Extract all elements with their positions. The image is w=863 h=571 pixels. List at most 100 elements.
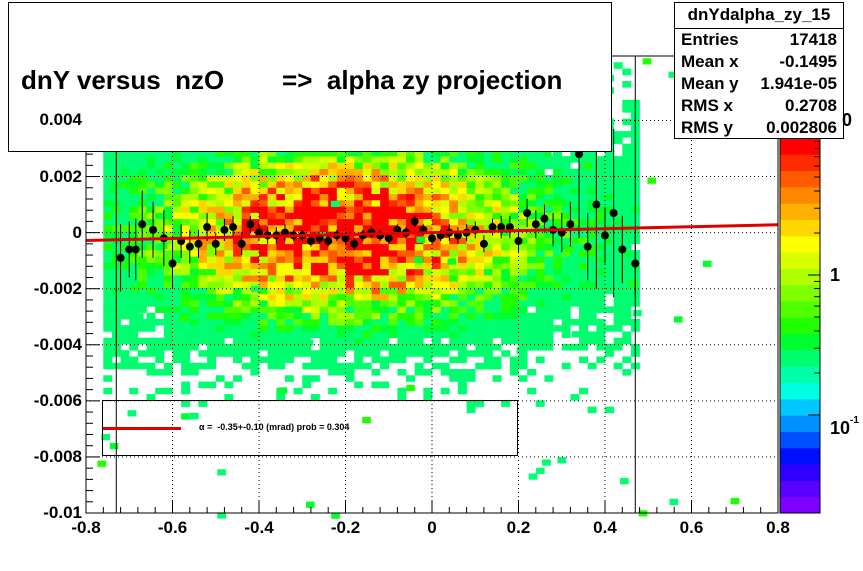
heatmap-cell [302, 281, 312, 288]
heatmap-cell [371, 225, 381, 232]
heatmap-cell [328, 174, 338, 182]
heatmap-cell [362, 337, 372, 345]
heatmap-cell [423, 250, 433, 257]
heatmap-cell [406, 206, 415, 213]
heatmap-cell [423, 275, 433, 282]
heatmap-cell [579, 174, 588, 182]
heatmap-cell [475, 193, 485, 201]
heatmap-cell [561, 343, 571, 351]
heatmap-cell [483, 212, 493, 220]
heatmap-cell [103, 256, 113, 263]
palette-swatch [780, 284, 820, 302]
profile-point [531, 220, 540, 229]
heatmap-cell [380, 168, 390, 176]
heatmap-cell [207, 331, 217, 339]
palette-swatch [780, 366, 820, 384]
heatmap-cell [596, 199, 606, 207]
heatmap-cell [432, 325, 441, 332]
heatmap-cell [146, 212, 156, 220]
heatmap-cell [189, 181, 199, 188]
heatmap-cell [336, 350, 346, 357]
heatmap-cell [432, 343, 441, 351]
heatmap-cell [250, 243, 260, 251]
heatmap-cell [449, 287, 459, 295]
heatmap-cell [120, 231, 130, 238]
heatmap-cell [233, 237, 242, 245]
heatmap-cell [155, 212, 165, 220]
heatmap-cell [388, 275, 398, 282]
heatmap-cell [276, 268, 286, 276]
heatmap-cell [587, 187, 597, 195]
heatmap-cell [129, 206, 139, 213]
heatmap-cell [535, 149, 545, 157]
heatmap-cell [553, 168, 563, 176]
heatmap-cell [137, 293, 147, 301]
heatmap-cell [241, 168, 251, 176]
heatmap-cell [276, 331, 286, 339]
heatmap-cell [310, 156, 320, 163]
heatmap-cell [457, 275, 467, 282]
heatmap-cell [129, 306, 139, 313]
heatmap-cell [241, 212, 251, 220]
heatmap-cell [371, 256, 381, 263]
heatmap-cell [310, 306, 320, 313]
profile-point [125, 245, 134, 254]
heatmap-cell [596, 262, 606, 270]
heatmap-cell [345, 181, 355, 188]
heatmap-cell [423, 325, 433, 332]
heatmap-cell [414, 243, 424, 251]
heatmap-cell [319, 199, 329, 207]
heatmap-cell [278, 387, 288, 394]
heatmap-cell [492, 187, 502, 195]
fit-legend: α = -0.35+-0.10 (mrad) prob = 0.304 [102, 400, 518, 456]
heatmap-cell [388, 256, 398, 263]
heatmap-cell [579, 243, 588, 251]
heatmap-cell [163, 174, 173, 182]
heatmap-cell [336, 287, 346, 295]
heatmap-cell [345, 187, 355, 195]
heatmap-cell [224, 293, 234, 301]
heatmap-cell [492, 199, 502, 207]
heatmap-cell [423, 312, 433, 320]
heatmap-cell [596, 256, 606, 263]
profile-point [428, 234, 436, 243]
heatmap-cell [622, 131, 632, 138]
heatmap-cell [146, 162, 156, 169]
heatmap-cell [250, 206, 260, 213]
heatmap-cell [293, 162, 303, 169]
heatmap-cell [466, 331, 476, 339]
heatmap-cell [224, 300, 234, 307]
heatmap-cell [579, 287, 588, 295]
heatmap-cell [501, 400, 511, 407]
heatmap-cell [457, 300, 467, 307]
heatmap-cell [250, 275, 260, 282]
heatmap-cell [509, 262, 519, 270]
heatmap-cell [328, 243, 338, 251]
heatmap-cell [492, 181, 502, 188]
profile-point [138, 220, 147, 229]
heatmap-cell [310, 225, 320, 232]
heatmap-cell [553, 162, 563, 169]
heatmap-cell [129, 225, 139, 232]
heatmap-cell [527, 218, 537, 226]
heatmap-cell [535, 187, 545, 195]
heatmap-cell [622, 193, 632, 201]
x-tick-label: -0.2 [330, 518, 361, 537]
heatmap-cell [544, 231, 554, 238]
heatmap-cell [561, 177, 571, 184]
heatmap-cell [553, 174, 563, 182]
heatmap-cell [233, 356, 242, 364]
heatmap-cell [380, 306, 390, 313]
heatmap-cell [345, 306, 355, 313]
heatmap-cell [587, 237, 597, 245]
heatmap-cell [155, 369, 165, 376]
heatmap-cell [613, 131, 623, 138]
heatmap-cell [432, 275, 441, 282]
heatmap-cell [319, 356, 329, 364]
heatmap-cell [181, 231, 191, 238]
heatmap-cell [259, 206, 268, 213]
heatmap-cell [397, 149, 407, 157]
heatmap-cell [267, 237, 277, 245]
heatmap-cell [354, 350, 364, 357]
heatmap-cell [215, 168, 225, 176]
